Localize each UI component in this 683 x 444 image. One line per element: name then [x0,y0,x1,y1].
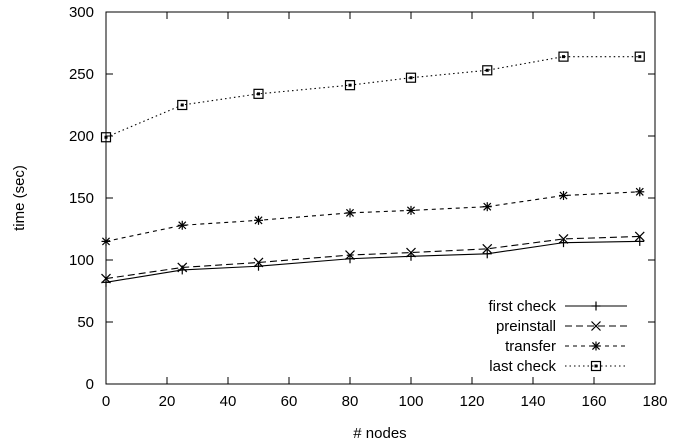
legend-item: transfer [505,338,627,355]
y-tick-label: 100 [69,252,94,269]
legend-label: first check [488,298,556,315]
y-tick-label: 250 [69,66,94,83]
x-tick-label: 0 [102,393,110,410]
y-tick-label: 50 [77,314,94,331]
legend: first check preinstall transfer last check [488,298,627,375]
y-axis-label: time (sec) [11,165,28,231]
x-tick-label: 120 [459,393,484,410]
axis-ticks [105,11,656,385]
data-point [405,72,417,83]
legend-marker [591,341,601,351]
y-tick-label: 0 [86,376,94,393]
series-line [105,240,640,283]
series-last-check [100,51,645,143]
x-axis-label: # nodes [353,425,406,442]
data-point [345,250,355,260]
series-first-check [101,236,645,287]
legend-marker [590,360,602,372]
series-line [105,56,640,138]
x-tick-label: 100 [398,393,423,410]
legend-label: preinstall [496,318,556,335]
x-tick-label: 80 [342,393,359,410]
data-point [558,233,569,244]
data-point [177,262,188,273]
x-tick-label: 60 [281,393,298,410]
data-point [100,132,112,143]
data-point [177,220,187,230]
legend-label: transfer [505,338,556,355]
series-layer [100,51,645,287]
x-tick-label: 160 [581,393,606,410]
x-tick-label: 180 [642,393,667,410]
data-point [345,208,355,218]
x-tick-label: 20 [159,393,176,410]
data-point [635,236,645,246]
series-transfer [101,187,645,246]
y-tick-label: 150 [69,190,94,207]
data-point [482,249,492,259]
data-point [482,243,493,254]
tick-labels: 0 20 40 60 80 100 120 140 160 180 0 50 100 150 200 250 3… [69,4,668,410]
data-point [406,205,416,215]
data-point [559,191,568,201]
legend-item: last check [489,358,627,375]
x-tick-label: 140 [520,393,545,410]
data-point [254,215,263,225]
legend-marker [591,321,601,331]
data-point [635,187,645,197]
data-point [482,202,492,212]
data-point [344,80,356,91]
data-point [101,236,111,246]
y-tick-label: 200 [69,128,94,145]
data-point [482,65,493,76]
y-tick-label: 300 [69,4,94,21]
legend-item: first check [488,298,627,315]
data-point [634,51,645,62]
legend-item: preinstall [496,318,627,335]
data-point [406,247,416,258]
series-preinstall [101,231,645,284]
series-line [105,235,640,280]
data-point [253,88,264,99]
legend-label: last check [489,358,556,375]
data-point [253,257,264,268]
data-point [558,51,569,62]
data-point [177,99,188,111]
legend-marker [591,301,601,311]
data-point [634,231,645,242]
series-line [105,191,640,242]
data-point [101,273,111,284]
x-tick-label: 40 [220,393,237,410]
plot-frame [105,11,656,385]
